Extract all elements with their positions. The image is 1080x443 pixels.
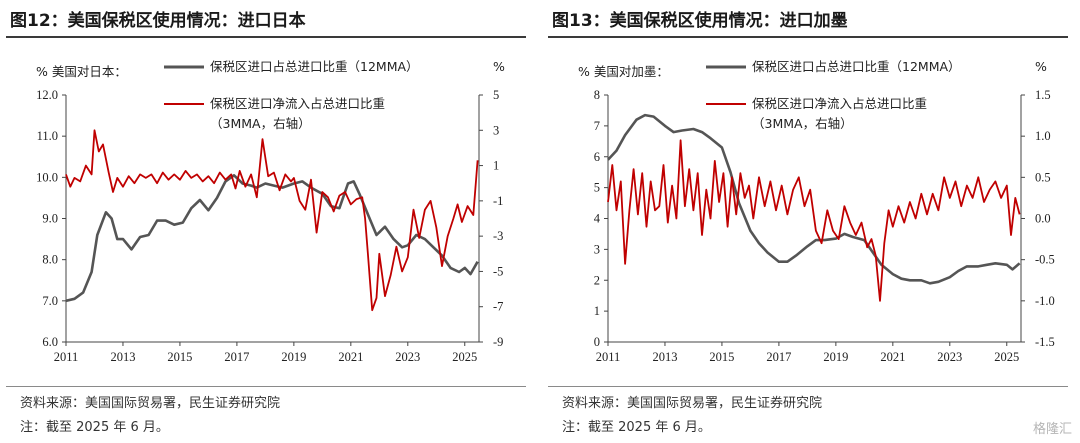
y-tick-label: 4 [594,212,601,226]
y2-tick-label: -9 [493,335,503,349]
y2-tick-label: -1.5 [1035,335,1055,349]
series-line-share [65,174,479,303]
footer-rule [6,386,526,387]
y2-tick-label: 5 [493,88,499,102]
x-tick-label: 2015 [167,350,192,364]
legend-label-net-inflow: 保税区进口净流入占总进口比重 [210,96,385,111]
series-line-net-inflow [65,129,479,312]
y2-tick-label: -0.5 [1035,253,1055,267]
y2-tick-label: -1.0 [1035,294,1055,308]
x-tick-label: 2019 [823,350,848,364]
x-tick-label: 2013 [110,350,135,364]
y2-tick-label: 0.0 [1035,212,1051,226]
source-note: 资料来源：美国国际贸易署，民生证券研究院 [562,396,823,411]
y2-tick-label: -3 [493,229,503,243]
y-tick-label: 8.0 [42,253,58,267]
legend-label-share: 保税区进口占总进口比重（12MMA） [752,59,961,74]
date-note: 注：截至 2025 年 6 月。 [20,420,169,435]
legend-label-net-inflow: 保税区进口净流入占总进口比重 [752,96,927,111]
y2-tick-label: -5 [493,264,503,278]
figure-title: 图12：美国保税区使用情况：进口日本 [10,11,306,31]
figure-12: 图12：美国保税区使用情况：进口日本 12.0 11.0 10.0 9.0 8.0 7.0… [6,0,534,443]
y-tick-label: 9.0 [42,212,58,226]
y2-tick-label: 1 [493,159,499,173]
y-axis-label: % 美国对日本： [36,64,127,79]
y2-tick-label: 3 [493,123,499,137]
y-tick-label: 1 [594,304,600,318]
x-tick-label: 2011 [54,350,79,364]
x-tick-label: 2017 [224,350,249,364]
line-chart-canada-mexico: 8 7 6 5 4 3 2 1 0 1.5 1.0 0.5 0.0 -0.5 -1.0 -1.5 2011 201… [578,59,1055,364]
y2-tick-label: 1.0 [1035,129,1051,143]
figure-title: 图13：美国保税区使用情况：进口加墨 [552,11,848,31]
y-tick-label: 3 [594,242,600,256]
y2-tick-label: -7 [493,300,503,314]
y-tick-label: 7.0 [42,294,58,308]
series-line-share [607,113,1021,285]
y-tick-label: 12.0 [36,88,58,102]
x-tick-label: 2025 [452,350,477,364]
x-tick-label: 2025 [994,350,1019,364]
legend-label-net-inflow-suffix: （3MMA，右轴） [752,116,853,131]
y2-tick-label: -1 [493,194,503,208]
x-tick-label: 2017 [766,350,791,364]
y-tick-label: 10.0 [36,170,58,184]
title-rule [6,36,526,38]
y2-axis-label: % [1035,59,1047,74]
x-tick-label: 2021 [338,350,363,364]
figure-13: 图13：美国保税区使用情况：进口加墨 8 7 6 5 4 3 2 1 0 1.5 1.0 0.5 0.0… [548,0,1076,443]
x-tick-label: 2023 [395,350,420,364]
series-line-net-inflow [607,139,1021,302]
footer-rule [548,386,1068,387]
y2-tick-label: 0.5 [1035,170,1051,184]
title-rule [548,36,1068,38]
y-tick-label: 6 [594,150,600,164]
x-tick-label: 2013 [652,350,677,364]
source-note: 资料来源：美国国际贸易署，民生证券研究院 [20,396,281,411]
y2-axis-label: % [493,59,505,74]
x-tick-label: 2021 [880,350,905,364]
y-tick-label: 6.0 [42,335,58,349]
y-tick-label: 0 [594,335,600,349]
date-note: 注：截至 2025 年 6 月。 [562,420,711,435]
y-axis-label: % 美国对加墨： [578,64,669,79]
x-tick-label: 2011 [596,350,621,364]
line-chart-japan: 12.0 11.0 10.0 9.0 8.0 7.0 6.0 5 3 1 -1 -3 -5 -7 -9 201… [36,59,505,364]
y-tick-label: 8 [594,88,600,102]
y-tick-label: 5 [594,181,600,195]
watermark-logo: 格隆汇 [1032,422,1072,437]
y-tick-label: 2 [594,273,600,287]
y-tick-label: 7 [594,119,600,133]
y-tick-label: 11.0 [37,129,58,143]
y2-tick-label: 1.5 [1035,88,1051,102]
x-tick-label: 2019 [281,350,306,364]
x-tick-label: 2015 [709,350,734,364]
x-tick-label: 2023 [937,350,962,364]
legend-label-net-inflow-suffix: （3MMA，右轴） [210,116,311,131]
legend-label-share: 保税区进口占总进口比重（12MMA） [210,59,419,74]
